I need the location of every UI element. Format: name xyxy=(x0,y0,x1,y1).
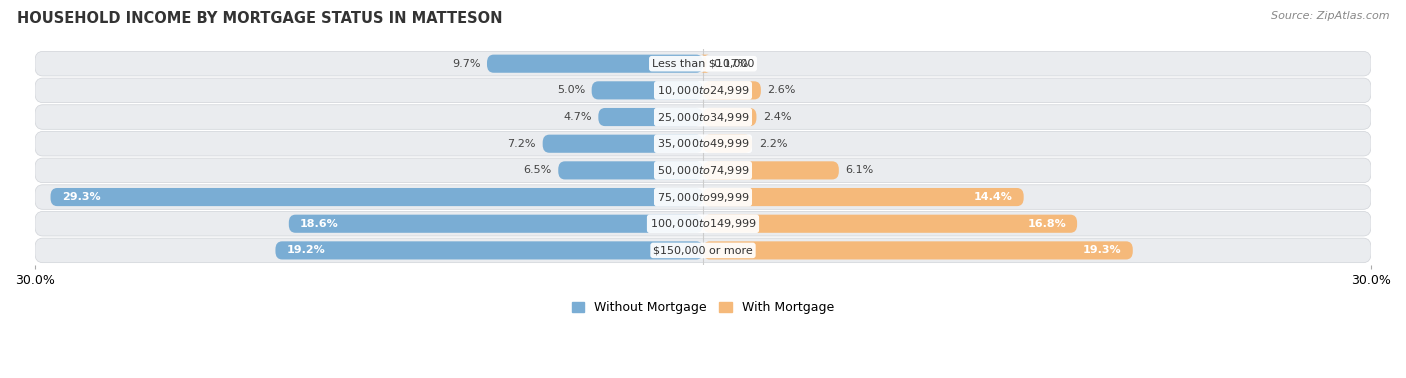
Text: 5.0%: 5.0% xyxy=(557,85,585,95)
Text: $150,000 or more: $150,000 or more xyxy=(654,245,752,256)
Text: Source: ZipAtlas.com: Source: ZipAtlas.com xyxy=(1271,11,1389,21)
Text: $100,000 to $149,999: $100,000 to $149,999 xyxy=(650,217,756,230)
FancyBboxPatch shape xyxy=(592,81,703,99)
Text: $50,000 to $74,999: $50,000 to $74,999 xyxy=(657,164,749,177)
FancyBboxPatch shape xyxy=(599,108,703,126)
Text: Less than $10,000: Less than $10,000 xyxy=(652,59,754,69)
Text: 2.2%: 2.2% xyxy=(759,139,787,149)
FancyBboxPatch shape xyxy=(35,211,1371,236)
FancyBboxPatch shape xyxy=(703,81,761,99)
FancyBboxPatch shape xyxy=(35,238,1371,263)
FancyBboxPatch shape xyxy=(35,158,1371,183)
Text: 19.3%: 19.3% xyxy=(1083,245,1122,256)
FancyBboxPatch shape xyxy=(276,241,703,259)
Text: 4.7%: 4.7% xyxy=(564,112,592,122)
Text: 29.3%: 29.3% xyxy=(62,192,100,202)
Text: $25,000 to $34,999: $25,000 to $34,999 xyxy=(657,110,749,124)
Text: 0.17%: 0.17% xyxy=(713,59,749,69)
FancyBboxPatch shape xyxy=(35,78,1371,103)
Text: 16.8%: 16.8% xyxy=(1028,219,1066,229)
Text: 18.6%: 18.6% xyxy=(299,219,339,229)
Text: HOUSEHOLD INCOME BY MORTGAGE STATUS IN MATTESON: HOUSEHOLD INCOME BY MORTGAGE STATUS IN M… xyxy=(17,11,502,26)
Text: 2.6%: 2.6% xyxy=(768,85,796,95)
FancyBboxPatch shape xyxy=(288,215,703,233)
FancyBboxPatch shape xyxy=(703,188,1024,206)
FancyBboxPatch shape xyxy=(51,188,703,206)
FancyBboxPatch shape xyxy=(703,108,756,126)
Text: 19.2%: 19.2% xyxy=(287,245,325,256)
FancyBboxPatch shape xyxy=(486,55,703,73)
FancyBboxPatch shape xyxy=(543,135,703,153)
FancyBboxPatch shape xyxy=(703,161,839,180)
FancyBboxPatch shape xyxy=(703,215,1077,233)
FancyBboxPatch shape xyxy=(35,51,1371,76)
Text: 9.7%: 9.7% xyxy=(451,59,481,69)
Text: $75,000 to $99,999: $75,000 to $99,999 xyxy=(657,191,749,204)
FancyBboxPatch shape xyxy=(35,185,1371,209)
Text: 6.1%: 6.1% xyxy=(845,166,873,175)
FancyBboxPatch shape xyxy=(700,55,710,73)
Text: 6.5%: 6.5% xyxy=(523,166,551,175)
Text: $10,000 to $24,999: $10,000 to $24,999 xyxy=(657,84,749,97)
FancyBboxPatch shape xyxy=(35,132,1371,156)
FancyBboxPatch shape xyxy=(703,241,1133,259)
Text: 2.4%: 2.4% xyxy=(763,112,792,122)
Text: 7.2%: 7.2% xyxy=(508,139,536,149)
FancyBboxPatch shape xyxy=(703,135,752,153)
Text: 14.4%: 14.4% xyxy=(974,192,1012,202)
Text: $35,000 to $49,999: $35,000 to $49,999 xyxy=(657,137,749,150)
Legend: Without Mortgage, With Mortgage: Without Mortgage, With Mortgage xyxy=(567,296,839,319)
FancyBboxPatch shape xyxy=(35,105,1371,129)
FancyBboxPatch shape xyxy=(558,161,703,180)
